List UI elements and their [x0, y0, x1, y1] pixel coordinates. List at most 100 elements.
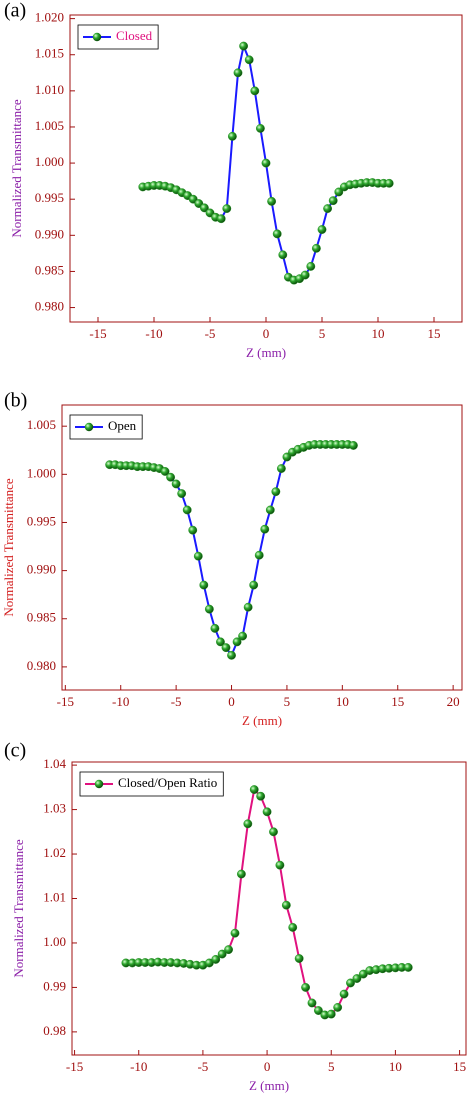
data-point [232, 637, 242, 647]
data-point [271, 487, 281, 497]
legend: Closed/Open Ratio [79, 771, 224, 797]
data-point [349, 441, 358, 450]
data-point [211, 955, 221, 964]
y-tick-label: 0.98 [43, 1023, 66, 1038]
data-point [269, 827, 278, 837]
data-point [265, 505, 275, 515]
data-point [227, 650, 236, 660]
y-tick-label: 0.990 [35, 226, 64, 241]
data-point [256, 791, 266, 801]
data-point [199, 580, 209, 590]
x-tick-label: -5 [171, 694, 182, 709]
y-tick-label: 1.000 [35, 154, 64, 169]
data-point [243, 602, 253, 612]
x-tick-label: 10 [336, 694, 349, 709]
data-point [216, 637, 225, 647]
data-point [160, 467, 170, 476]
data-point [276, 464, 286, 473]
x-tick-label: 10 [389, 1059, 402, 1074]
data-point [216, 214, 226, 224]
data-point [306, 261, 316, 271]
legend-label: Open [108, 418, 137, 433]
data-point [328, 196, 338, 206]
data-point [326, 1009, 336, 1019]
y-tick-label: 1.02 [43, 845, 66, 860]
data-point [314, 1006, 323, 1015]
data-point [260, 524, 270, 534]
y-tick-label: 0.995 [27, 513, 56, 528]
data-point [193, 551, 203, 561]
data-point [334, 187, 344, 197]
legend-label: Closed [116, 28, 153, 43]
data-point [272, 229, 282, 239]
data-point [244, 55, 254, 65]
legend-marker [94, 779, 104, 789]
x-tick-label: 0 [263, 326, 270, 341]
y-axis-title: Normalized Transmittance [11, 839, 26, 978]
y-tick-label: 0.980 [35, 299, 64, 314]
data-point [300, 270, 310, 280]
data-point [227, 131, 237, 141]
data-point [261, 158, 271, 168]
y-tick-label: 1.03 [43, 801, 66, 816]
data-point [239, 41, 249, 51]
x-tick-label: 5 [284, 694, 291, 709]
x-tick-label: -10 [145, 326, 162, 341]
plot-frame [71, 761, 467, 1056]
data-point [182, 505, 192, 515]
y-axis-title: Normalized Transmittance [9, 99, 24, 238]
data-point [210, 623, 220, 633]
data-point [346, 978, 355, 988]
data-point [323, 204, 332, 213]
x-tick-label: -15 [89, 326, 106, 341]
data-point [301, 983, 310, 992]
x-tick-label: 5 [328, 1059, 335, 1074]
x-tick-label: 15 [428, 326, 441, 341]
data-point [237, 869, 246, 879]
y-tick-label: 0.990 [27, 562, 56, 577]
y-tick-label: 1.00 [43, 934, 66, 949]
data-point [339, 989, 349, 999]
data-point [188, 525, 198, 535]
x-tick-label: 15 [453, 1059, 466, 1074]
data-point [254, 550, 264, 560]
data-point [177, 489, 187, 498]
x-tick-label: 5 [319, 326, 326, 341]
x-tick-label: -15 [66, 1059, 83, 1074]
x-tick-label: 15 [391, 694, 404, 709]
y-tick-label: 0.995 [35, 190, 64, 205]
plot-frame [61, 404, 463, 691]
data-point [294, 954, 304, 963]
data-point [311, 243, 321, 253]
data-point [281, 900, 291, 910]
y-tick-label: 0.985 [27, 610, 56, 625]
x-tick-label: 0 [264, 1059, 271, 1074]
y-tick-label: 1.000 [27, 465, 56, 480]
data-point [403, 963, 413, 972]
data-point [233, 68, 243, 78]
legend: Open [69, 414, 143, 440]
y-tick-label: 1.005 [27, 417, 56, 432]
legend: Closed [77, 24, 159, 50]
data-point [249, 580, 259, 590]
x-axis-title: Z (mm) [242, 713, 282, 728]
data-point [275, 860, 285, 870]
x-tick-label: -5 [205, 326, 216, 341]
data-point [267, 196, 276, 206]
y-tick-label: 0.99 [43, 978, 66, 993]
data-point [333, 1003, 343, 1012]
data-point [224, 945, 233, 955]
x-tick-label: -10 [112, 694, 129, 709]
data-point [221, 643, 231, 653]
data-point [171, 479, 181, 489]
data-point [384, 178, 394, 188]
y-axis-title: Normalized Transmittance [1, 478, 16, 617]
data-point [204, 604, 214, 614]
x-axis-title: Z (mm) [249, 1078, 289, 1093]
y-tick-label: 0.985 [35, 262, 64, 277]
data-point [249, 785, 259, 794]
y-tick-label: 1.015 [35, 46, 64, 61]
data-point [222, 204, 232, 213]
x-tick-label: 20 [447, 694, 460, 709]
series-line [125, 787, 409, 1017]
